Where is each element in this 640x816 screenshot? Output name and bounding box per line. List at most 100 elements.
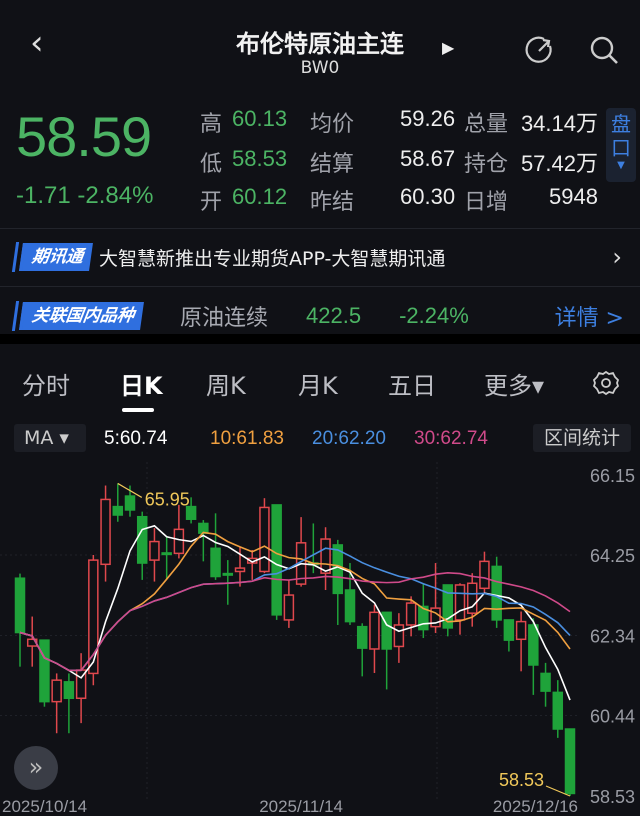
candle-body (418, 605, 429, 631)
candle-body (149, 540, 160, 561)
x-tick-label: 2025/12/16 (493, 797, 578, 816)
candle-body (185, 505, 197, 520)
quote-value: 60.30 (400, 184, 456, 209)
quote-value: 60.13 (232, 106, 288, 131)
chevron-left-icon: ‹ (30, 23, 44, 63)
candle-body (430, 607, 441, 628)
price-change: -1.71 -2.84% (16, 182, 153, 210)
candle-body (283, 594, 295, 621)
y-tick-label: 60.44 (590, 707, 635, 727)
quote-value: 34.14万 (520, 111, 598, 136)
x-tick-label: 2025/11/14 (259, 797, 343, 816)
quote-value: 58.53 (232, 146, 288, 171)
candle-body (491, 565, 502, 621)
search-icon[interactable] (588, 34, 620, 66)
candle-body (540, 672, 551, 692)
candle-body (39, 639, 50, 703)
candle-body (454, 584, 466, 621)
page-title: 布伦特原油主连 (236, 30, 404, 58)
next-contract-button[interactable]: ▶ (442, 38, 454, 57)
candle-body (344, 589, 356, 623)
settings-gear-icon[interactable] (592, 369, 620, 397)
candle-body (552, 691, 564, 730)
high-annotation-line (117, 482, 143, 498)
related-product-row[interactable]: 关联国内品种 原油连续 422.5 -2.24% 详情 > (11, 300, 634, 332)
candle-body (369, 611, 380, 650)
quote-value: 60.12 (232, 184, 288, 209)
candle-body (222, 572, 234, 576)
ma10-value: 10:61.83 (210, 428, 284, 449)
candle-body (356, 625, 368, 649)
candle-body (442, 584, 454, 629)
candle-body (14, 577, 26, 634)
badge-accent (11, 301, 20, 331)
candle-body (479, 560, 490, 590)
tab-4[interactable]: 五日 (388, 372, 436, 400)
quote-value: 5948 (549, 184, 598, 209)
ma30-value: 30:62.74 (414, 428, 488, 449)
candle-body (528, 624, 539, 666)
y-tick-label: 64.25 (590, 546, 635, 566)
quote-label: 日增 (464, 189, 509, 214)
candle-body (161, 552, 172, 556)
candle-body (405, 602, 417, 626)
tab-0[interactable]: 分时 (22, 372, 70, 400)
low-annotation-line (545, 785, 571, 797)
low-annotation-label: 58.53 (499, 770, 544, 790)
triangle-right-icon: ▶ (442, 38, 455, 57)
back-button[interactable]: ‹ (30, 26, 44, 60)
candle-body (51, 679, 62, 703)
related-badge: 关联国内品种 (19, 302, 144, 330)
expand-button[interactable]: » (14, 746, 58, 790)
quote-label: 总量 (464, 111, 509, 136)
caret-down-icon: ▼ (617, 160, 625, 171)
quote-label: 结算 (310, 151, 355, 176)
tab-1[interactable]: 日K (120, 372, 163, 400)
candle-body (515, 620, 527, 641)
indicator-selector[interactable]: MA ▾ (14, 424, 86, 452)
candle-body (271, 504, 282, 616)
badge-accent (11, 242, 20, 272)
ma5-line (19, 524, 571, 701)
quote-label: 昨结 (310, 189, 355, 214)
change-percent: -2.84% (77, 182, 154, 209)
y-tick-label: 66.15 (590, 466, 635, 486)
related-name: 原油连续 (180, 306, 269, 331)
pankou-label: 盘口 (611, 112, 631, 160)
candle-body (466, 582, 478, 614)
quote-value: 58.67 (400, 146, 456, 171)
detail-link[interactable]: 详情 > (554, 306, 624, 331)
tab-5[interactable]: 更多▾ (484, 372, 545, 400)
change-value: -1.71 (16, 182, 71, 209)
range-stats-button[interactable]: 区间统计 (533, 424, 631, 452)
candle-body (210, 547, 221, 578)
double-chevron-right-icon: » (28, 753, 44, 781)
quote-value: 57.42万 (520, 151, 598, 176)
news-text: 大智慧新推出专业期货APP-大智慧期讯通 (99, 247, 446, 270)
ma20-value: 20:62.20 (312, 428, 386, 449)
candle-body (259, 506, 270, 573)
candle-body (173, 528, 185, 555)
divider (0, 286, 640, 287)
candle-body (564, 728, 576, 795)
candle-body (63, 681, 75, 700)
kline-chart[interactable]: 66.15 64.25 62.34 60.44 58.53 65.95 58.53 2025/… (0, 458, 640, 816)
x-tick-label: 2025/10/14 (2, 797, 87, 816)
last-price: 58.59 (16, 105, 152, 168)
candle-body (320, 538, 331, 574)
refresh-icon[interactable] (524, 34, 556, 66)
ma30-line (19, 571, 571, 672)
section-gap (0, 334, 640, 344)
news-banner[interactable]: 期讯通 大智慧新推出专业期货APP-大智慧期讯通 › (11, 242, 634, 272)
tab-3[interactable]: 月K (298, 372, 338, 400)
y-tick-label: 62.34 (590, 627, 635, 647)
candle-body (88, 559, 99, 675)
pankou-button[interactable]: 盘口 ▼ (606, 108, 636, 182)
quote-label: 低 (200, 151, 223, 176)
divider (0, 228, 640, 229)
quote-label: 高 (200, 111, 223, 136)
candle-body (503, 619, 515, 641)
candle-body (393, 624, 405, 648)
tab-2[interactable]: 周K (206, 372, 246, 400)
related-percent: -2.24% (399, 303, 469, 328)
